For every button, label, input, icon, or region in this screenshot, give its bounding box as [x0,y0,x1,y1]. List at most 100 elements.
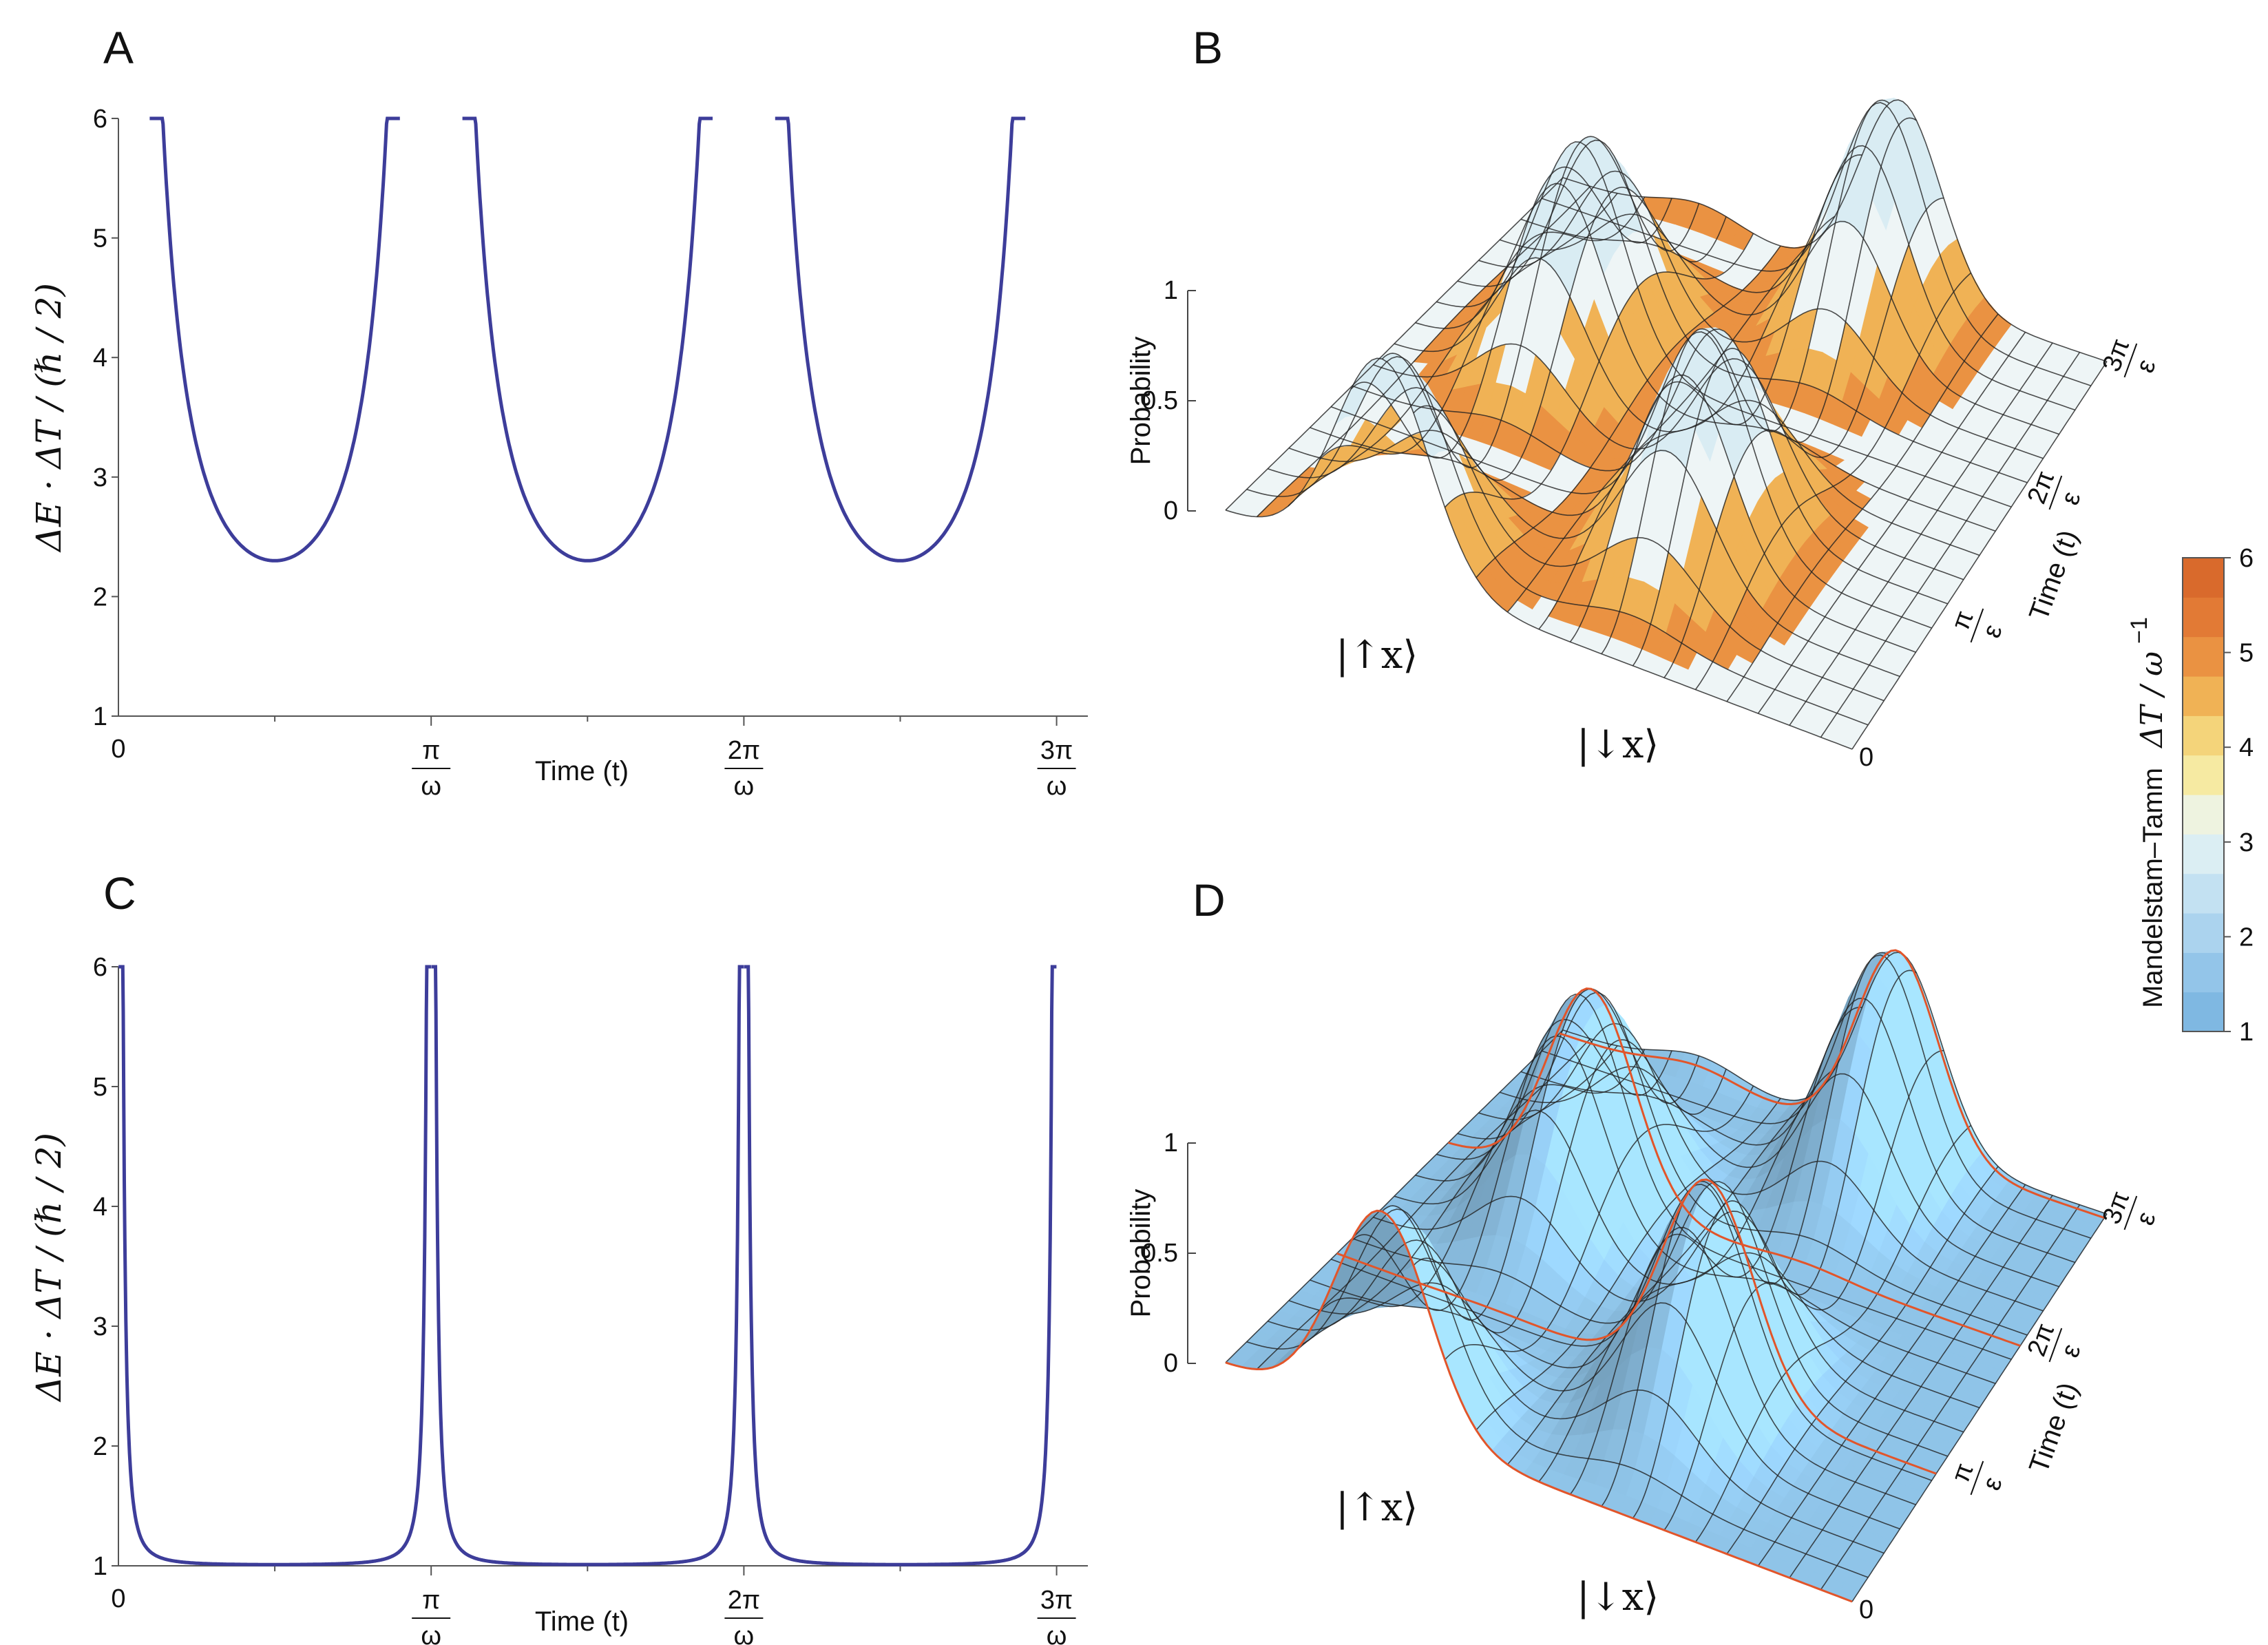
panel-a-letter: A [103,22,134,73]
z-axis-label: Probability [1126,337,1156,465]
x-tick-denominator: ω [734,772,755,801]
colorbar-band [2183,952,2224,993]
x-tick-numerator: π [422,1586,440,1615]
panel-c-y-ticks: 1 2 3 4 5 6 [93,953,118,1581]
panel-d-letter: D [1193,874,1226,925]
colorbar-band [2183,597,2224,638]
panel-d-surface [1225,949,2108,1603]
mesh-line-state [1632,117,1917,667]
colorbar-band [2183,834,2224,874]
ket-up-label: |↑x⟩ [1336,1485,1418,1530]
series-line-segment [744,965,1057,1567]
y-tick-label: 3 [93,1312,107,1341]
series-line-segment [462,116,713,563]
y-tick-label: 5 [93,224,107,253]
x-tick-numerator: 3π [1040,1586,1073,1615]
mesh-line-state [1225,177,1564,511]
mesh-line-state [1476,1098,1781,1431]
mesh-line-state [1601,99,1890,655]
time-tick-denominator: ε [2055,1340,2086,1361]
mesh-line-state [1820,1204,2081,1591]
colorbar-tick-label: 2 [2239,923,2254,952]
series-line-segment [118,965,431,1567]
y-tick-label: 6 [93,953,107,982]
colorbar: 1 2 3 4 5 6 [2182,544,2254,1047]
contour-stripe [1559,949,2105,1219]
y-tick-label: 1 [93,1552,107,1581]
time-tick-denominator: ε [1977,1473,2008,1494]
time-tick-bar [1970,608,1984,643]
mesh-line-state [1506,1097,1809,1465]
mesh-line-state [1726,313,1999,702]
z-tick-label: 0 [1164,496,1178,525]
colorbar-band [2183,873,2224,914]
mesh-line-state [1538,216,1836,630]
mesh-line-state [1381,988,1700,1321]
colorbar-label: Mandelstam–Tamm ΔT / ω −1 [2126,617,2170,1008]
y-tick-label: 4 [93,1193,107,1222]
x-tick-numerator: 3π [1040,736,1073,765]
time-0-label: 0 [1859,743,1873,772]
mesh-line-state [1476,245,1781,578]
mesh-line-state [1256,1038,1591,1370]
x-tick-denominator: ω [421,772,441,801]
time-tick-numerator: π [1946,607,1980,633]
time-tick-bar [2048,475,2063,510]
y-tick-label: 2 [93,1432,107,1461]
time-tick-label: 3πε [2097,335,2162,378]
colorbar-band [2183,913,2224,953]
time-axis-label: Time (t) [2024,1379,2084,1477]
mesh-line-state [1319,1049,1646,1313]
z-tick-label: 1 [1164,276,1178,305]
time-tick-numerator: 3π [2097,1187,2136,1228]
mesh-line-state [1225,1029,1564,1363]
mesh-line-state [1288,193,1618,507]
colorbar-tick-label: 1 [2239,1018,2254,1047]
time-tick-label: πε [1946,607,2008,643]
x-tick-numerator: 2π [728,736,760,765]
mesh-line-state [1851,1213,2108,1602]
mesh-line-state [1350,166,1672,459]
z-tick-label: 1 [1164,1129,1178,1157]
mesh-line-state [1820,352,2081,738]
time-tick-denominator: ε [2130,1208,2161,1228]
time-tick-denominator: ε [1977,620,2008,641]
colorbar-band [2183,715,2224,756]
mesh-line-state [1413,187,1727,481]
mesh-line-state [1288,1045,1618,1359]
y-tick-label: 1 [93,702,107,731]
mesh-line-state [1789,1195,2053,1578]
colorbar-band [2183,755,2224,795]
mesh-line-state [1757,331,2026,714]
colorbar-tick-label: 3 [2239,828,2254,857]
z-axis-label: Probability [1126,1189,1156,1318]
mesh-line-state [1381,136,1700,469]
time-tick-label: 3πε [2097,1187,2162,1230]
x-tick-denominator: ω [1047,772,1067,801]
y-tick-label: 2 [93,583,107,611]
time-tick-label: 2πε [2022,467,2087,510]
ket-down-label: |↓x⟩ [1577,1575,1659,1620]
mesh-line-state [1726,1166,1999,1555]
mesh-line-state [1757,1184,2026,1567]
panel-c-y-label: ΔE · ΔT / (ℏ / 2) [29,1133,69,1403]
mesh-line-state [1694,272,1972,690]
mesh-line-state [1663,1049,1944,1531]
time-tick-numerator: π [1946,1459,1980,1486]
mesh-line-state [1444,1085,1754,1361]
y-tick-label: 5 [93,1073,107,1102]
time-tick-bar [1970,1460,1984,1496]
time-tick-bar [2123,1195,2138,1230]
colorbar-tick-label: 5 [2239,639,2254,668]
colorbar-title: Mandelstam–Tamm ΔT / ω −1 [2126,617,2170,1008]
mesh-line-state [1789,342,2053,726]
panel-b-surface [1225,97,2108,750]
y-tick-label: 6 [93,105,107,134]
time-tick-label: 2πε [2022,1319,2087,1363]
time-tick-denominator: ε [2130,355,2161,376]
panel-c-x0-label: 0 [111,1584,125,1613]
x-tick-denominator: ω [421,1622,441,1645]
